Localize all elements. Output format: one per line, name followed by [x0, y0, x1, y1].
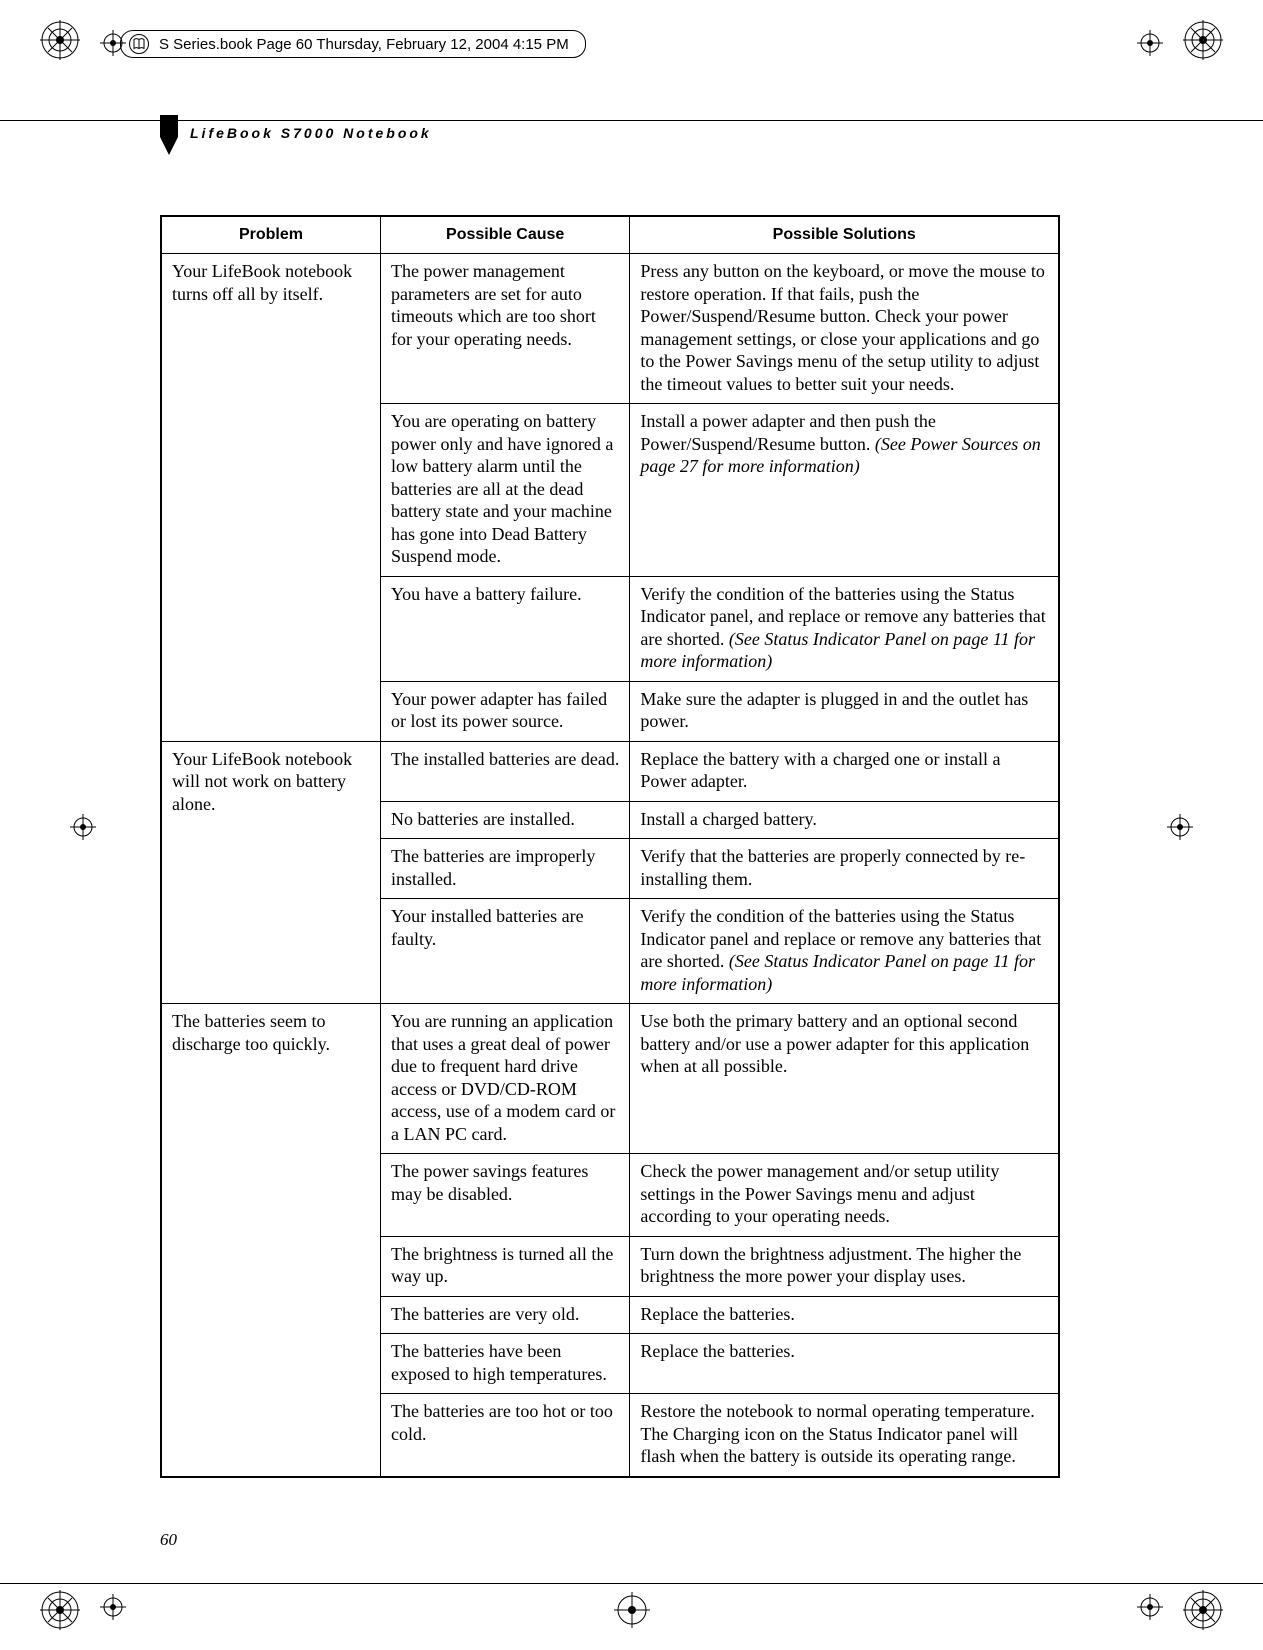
cell-cause: You have a battery failure. — [380, 576, 629, 681]
page-number: 60 — [160, 1530, 177, 1550]
cell-solution: Verify that the batteries are properly c… — [630, 839, 1059, 899]
cell-solution: Replace the battery with a charged one o… — [630, 741, 1059, 801]
col-header-solutions: Possible Solutions — [630, 216, 1059, 254]
cell-cause: The batteries are improperly installed. — [380, 839, 629, 899]
cell-solution: Check the power management and/or setup … — [630, 1154, 1059, 1237]
col-header-cause: Possible Cause — [380, 216, 629, 254]
cell-problem: The batteries seem to discharge too quic… — [161, 1004, 380, 1477]
running-head-arrow-icon — [160, 115, 178, 155]
cell-problem: Your LifeBook notebook turns off all by … — [161, 254, 380, 742]
crosshair-icon — [1137, 1594, 1163, 1620]
crosshair-icon — [70, 814, 96, 840]
table-row: Your LifeBook notebook turns off all by … — [161, 254, 1059, 404]
cell-solution: Replace the batteries. — [630, 1334, 1059, 1394]
troubleshooting-table: Problem Possible Cause Possible Solution… — [160, 215, 1060, 1478]
cell-cause: No batteries are installed. — [380, 801, 629, 839]
cell-solution: Turn down the brightness adjustment. The… — [630, 1236, 1059, 1296]
print-trim-line — [0, 1583, 1263, 1584]
table-row: The batteries seem to discharge too quic… — [161, 1004, 1059, 1154]
cell-cause: You are operating on battery power only … — [380, 404, 629, 577]
col-header-problem: Problem — [161, 216, 380, 254]
cell-cause: The batteries have been exposed to high … — [380, 1334, 629, 1394]
cell-cause: The brightness is turned all the way up. — [380, 1236, 629, 1296]
cell-cause: The installed batteries are dead. — [380, 741, 629, 801]
cell-cause: The power savings features may be disabl… — [380, 1154, 629, 1237]
page-content: LifeBook S7000 Notebook Problem Possible… — [160, 115, 1100, 1478]
registration-mark-icon — [40, 1590, 80, 1630]
table-row: Your LifeBook notebook will not work on … — [161, 741, 1059, 801]
solution-reference: (See Status Indicator Panel on page 11 f… — [640, 951, 1035, 994]
table-header-row: Problem Possible Cause Possible Solution… — [161, 216, 1059, 254]
cell-solution: Press any button on the keyboard, or mov… — [630, 254, 1059, 404]
solution-reference: (See Status Indicator Panel on page 11 f… — [640, 629, 1035, 672]
book-icon — [129, 34, 149, 54]
crosshair-icon — [1137, 30, 1163, 56]
registration-mark-icon — [1183, 20, 1223, 60]
crosshair-icon — [100, 1594, 126, 1620]
crosshair-icon — [1167, 814, 1193, 840]
registration-mark-icon — [1183, 1590, 1223, 1630]
cell-cause: You are running an application that uses… — [380, 1004, 629, 1154]
running-head: LifeBook S7000 Notebook — [160, 115, 1100, 155]
cell-cause: The batteries are very old. — [380, 1296, 629, 1334]
framemaker-slug: S Series.book Page 60 Thursday, February… — [120, 30, 586, 58]
cell-solution: Use both the primary battery and an opti… — [630, 1004, 1059, 1154]
cell-solution: Make sure the adapter is plugged in and … — [630, 681, 1059, 741]
cell-solution: Install a charged battery. — [630, 801, 1059, 839]
cell-cause: Your power adapter has failed or lost it… — [380, 681, 629, 741]
cell-solution: Install a power adapter and then push th… — [630, 404, 1059, 577]
cell-problem: Your LifeBook notebook will not work on … — [161, 741, 380, 1004]
cell-solution: Restore the notebook to normal operating… — [630, 1394, 1059, 1477]
running-head-text: LifeBook S7000 Notebook — [190, 125, 432, 141]
slug-text: S Series.book Page 60 Thursday, February… — [159, 36, 569, 53]
cell-solution: Verify the condition of the batteries us… — [630, 899, 1059, 1004]
registration-mark-icon — [612, 1590, 652, 1630]
cell-cause: The batteries are too hot or too cold. — [380, 1394, 629, 1477]
cell-cause: Your installed batteries are faulty. — [380, 899, 629, 1004]
registration-mark-icon — [40, 20, 80, 60]
cell-solution: Verify the condition of the batteries us… — [630, 576, 1059, 681]
cell-solution: Replace the batteries. — [630, 1296, 1059, 1334]
solution-reference: (See Power Sources on page 27 for more i… — [640, 434, 1040, 477]
cell-cause: The power management parameters are set … — [380, 254, 629, 404]
